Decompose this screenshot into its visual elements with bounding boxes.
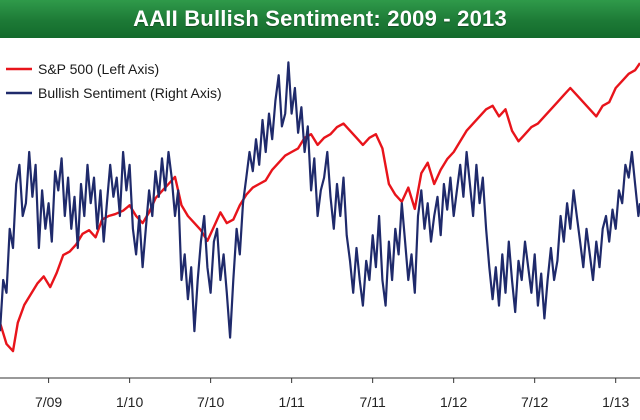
x-tick-label: 7/10 xyxy=(197,394,224,410)
x-tick-label: 1/11 xyxy=(279,394,305,410)
legend-label: S&P 500 (Left Axis) xyxy=(38,61,159,77)
legend: S&P 500 (Left Axis) Bullish Sentiment (Ri… xyxy=(6,61,222,101)
legend-label: Bullish Sentiment (Right Axis) xyxy=(38,85,222,101)
series-layer xyxy=(0,61,640,353)
chart-plot: 7/09 1/10 7/10 1/11 7/11 1/12 7/12 1/13 S&P 500… xyxy=(0,61,640,410)
chart-title-bar: AAII Bullish Sentiment: 2009 - 2013 xyxy=(0,0,640,38)
chart-title: AAII Bullish Sentiment: 2009 - 2013 xyxy=(133,6,507,31)
x-tick-label: 1/12 xyxy=(440,394,467,410)
x-tick-label: 1/13 xyxy=(602,394,629,410)
x-tick-label: 1/10 xyxy=(116,394,143,410)
x-tick-label: 7/12 xyxy=(521,394,548,410)
series-line-bullish-sentiment xyxy=(0,61,640,339)
x-axis-ticks: 7/09 1/10 7/10 1/11 7/11 1/12 7/12 1/13 xyxy=(35,378,630,410)
x-tick-label: 7/11 xyxy=(360,394,386,410)
x-tick-label: 7/09 xyxy=(35,394,62,410)
